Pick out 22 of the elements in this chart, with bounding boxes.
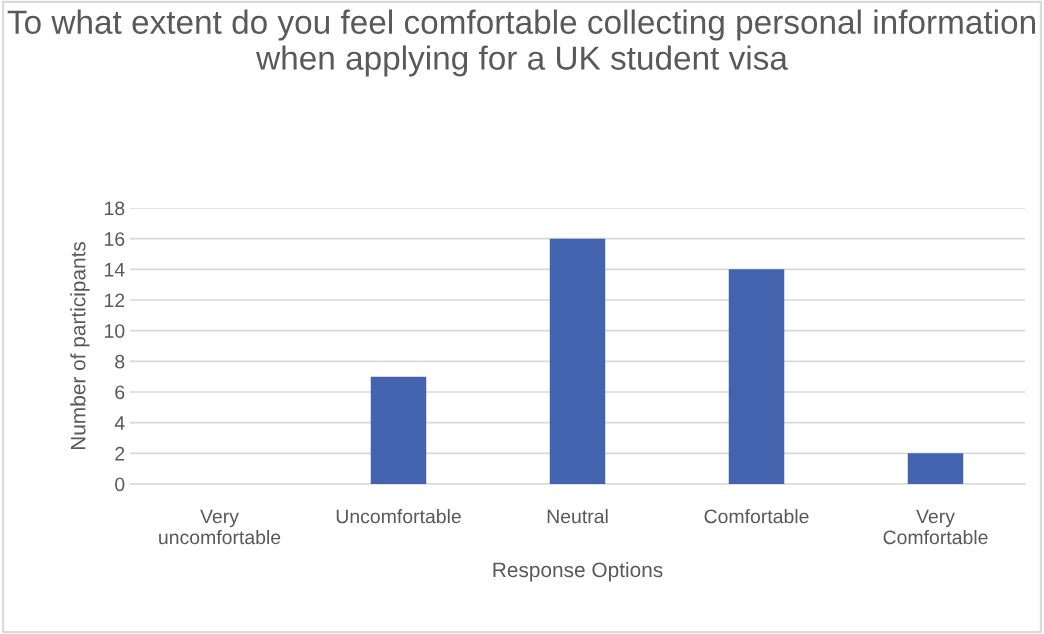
y-tick-label: 2 (115, 446, 125, 461)
bar (370, 376, 427, 484)
x-tick-label: Very Comfortable (883, 509, 988, 545)
y-tick-label: 0 (115, 477, 125, 492)
y-axis-title: Number of participants (70, 241, 90, 450)
y-tick-label: 4 (114, 416, 125, 430)
x-tick-label: Very uncomfortable (159, 509, 281, 545)
y-tick-label: 12 (105, 293, 125, 308)
bar (728, 269, 785, 484)
y-tick-label: 16 (105, 232, 125, 246)
y-tick-label: 8 (115, 354, 125, 369)
x-tick-label: Uncomfortable (336, 509, 461, 524)
y-tick-label: 18 (105, 201, 125, 216)
x-axis-title: Response Options (493, 561, 663, 582)
bar (549, 238, 606, 484)
bar (907, 453, 964, 484)
chart-title: To what extent do you feel comfortable collecting personal information when applying for a UK student visa (7, 9, 1035, 77)
x-tick-label: Neutral (547, 509, 608, 524)
x-tick-label: Comfortable (704, 509, 809, 524)
y-tick-label: 6 (115, 385, 125, 400)
y-tick-label: 10 (105, 324, 125, 338)
y-tick-label: 14 (105, 263, 125, 277)
